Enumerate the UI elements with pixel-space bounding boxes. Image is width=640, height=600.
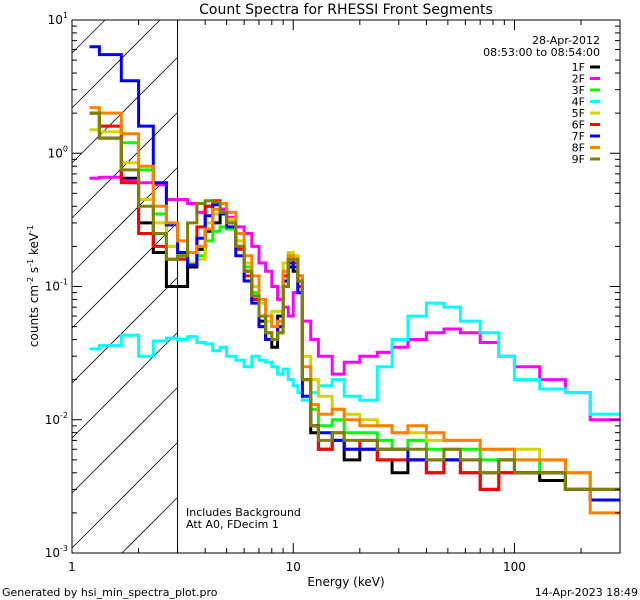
- series-group: [89, 45, 620, 515]
- y-tick-label: 100: [48, 144, 68, 160]
- chart-title: Count Spectra for RHESSI Front Segments: [199, 2, 493, 18]
- legend-label-3F: 3F: [572, 84, 585, 97]
- series-9F: [89, 111, 620, 491]
- hatch-line: [71, 332, 178, 439]
- hatch-line: [71, 277, 178, 384]
- date-label: 28-Apr-2012: [532, 34, 600, 47]
- legend-label-9F: 9F: [572, 153, 585, 166]
- x-tick-label: 1: [68, 560, 76, 574]
- hatch-line: [71, 57, 178, 164]
- series-5F: [89, 128, 620, 491]
- y-tick-label: 10-3: [45, 544, 68, 560]
- axes: 1 10 100 10-3 10-2 10-1 100 101: [45, 11, 621, 574]
- x-axis-label: Energy (keV): [307, 575, 384, 589]
- hatch-line: [71, 112, 178, 219]
- hatch-line: [71, 19, 106, 54]
- series-4F: [89, 301, 620, 416]
- hatch-line: [121, 497, 178, 554]
- hatch-line: [71, 19, 161, 109]
- series-3F: [89, 111, 620, 491]
- legend-label-4F: 4F: [572, 96, 585, 109]
- annotation-attenuator: Att A0, FDecim 1: [186, 518, 279, 531]
- hatch-line: [71, 442, 178, 549]
- footer-generated-by: Generated by hsi_min_spectra_plot.pro: [2, 586, 218, 599]
- y-tick-label: 10-2: [45, 411, 68, 427]
- legend-label-7F: 7F: [572, 130, 585, 143]
- series-1F: [89, 111, 620, 502]
- legend-label-5F: 5F: [572, 107, 585, 120]
- x-tick-label: 10: [286, 560, 301, 574]
- y-axis-label: counts cm-2 s-1 keV-1: [26, 225, 41, 347]
- series-7F: [89, 45, 620, 502]
- hatch-line: [71, 222, 178, 329]
- legend-label-8F: 8F: [572, 142, 585, 155]
- x-tick-label: 100: [503, 560, 526, 574]
- y-tick-label: 10-1: [45, 278, 68, 294]
- series-2F: [89, 175, 620, 422]
- y-tick-label: 101: [48, 11, 68, 27]
- annotation-background: Includes Background: [186, 506, 301, 519]
- legend-label-2F: 2F: [572, 73, 585, 86]
- time-range-label: 08:53:00 to 08:54:00: [483, 46, 600, 59]
- legend-label-1F: 1F: [572, 61, 585, 74]
- hatch-line: [71, 387, 178, 494]
- legend-label-6F: 6F: [572, 119, 585, 132]
- footer-timestamp: 14-Apr-2023 18:49: [535, 586, 638, 599]
- hatched-region: [71, 19, 179, 554]
